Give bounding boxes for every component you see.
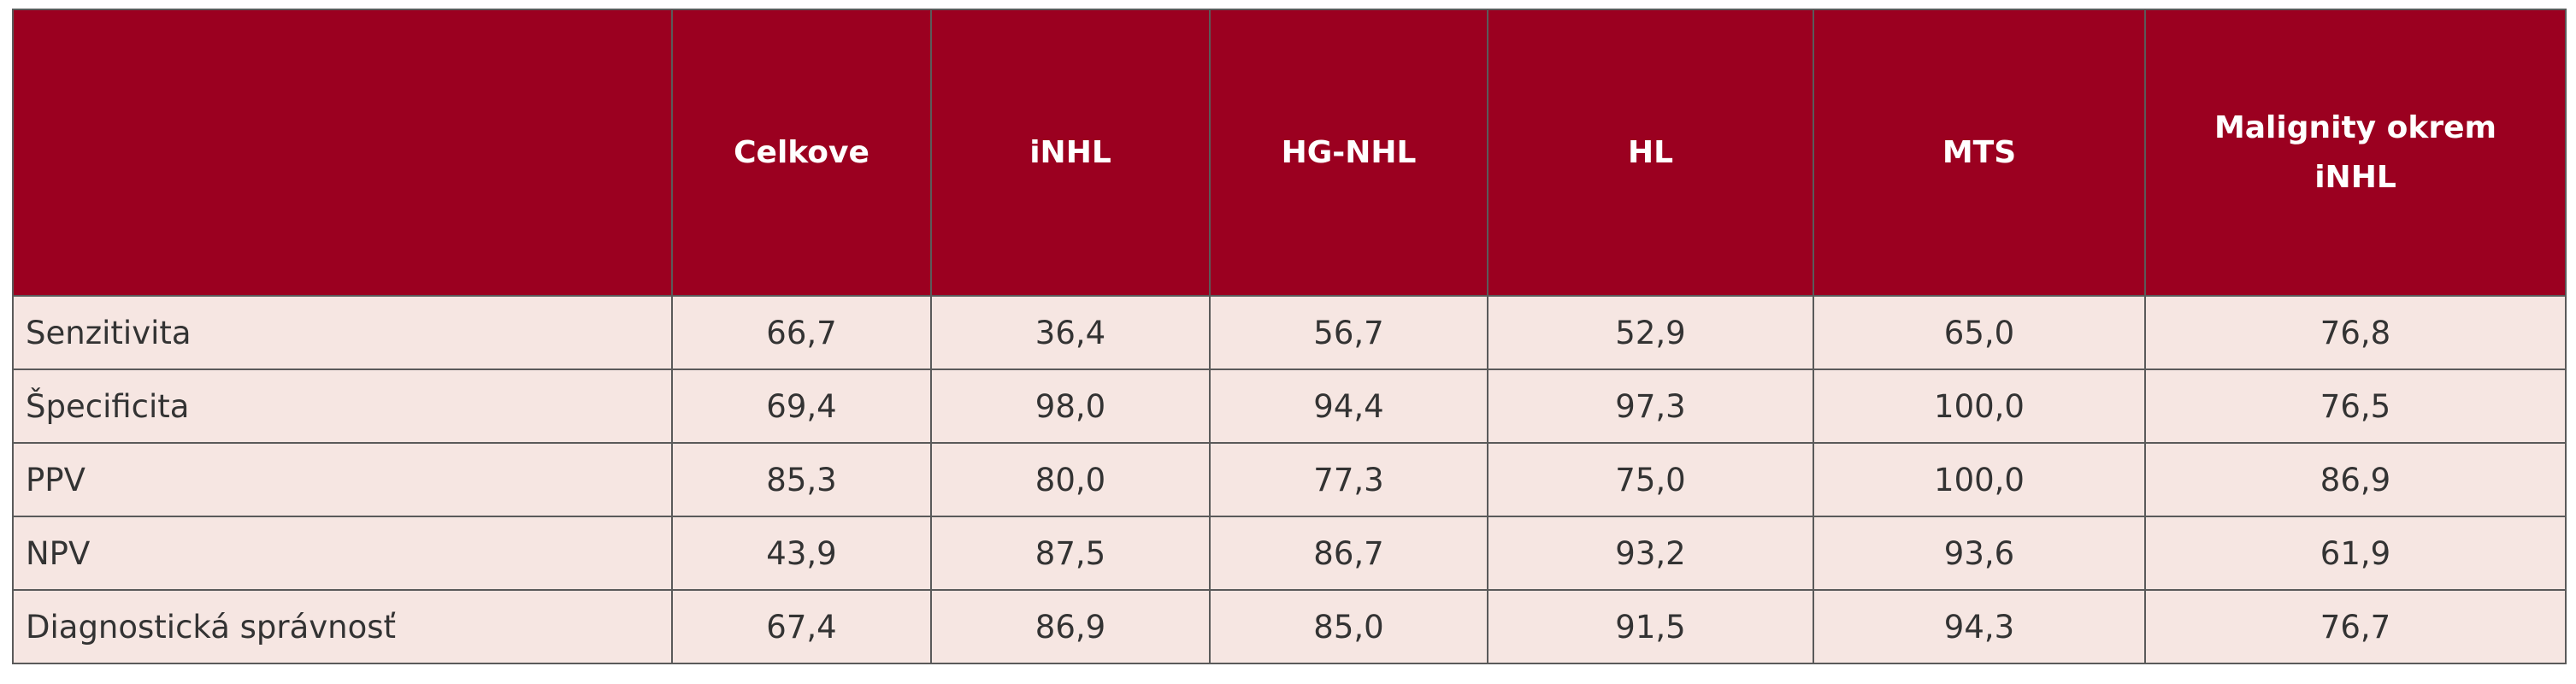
cell-value: 91,5 bbox=[1487, 589, 1814, 664]
results-table: Celkove iNHL HG-NHL HL MTS Malignity okrem iN… bbox=[12, 9, 2567, 664]
cell-value: 67,4 bbox=[671, 589, 932, 664]
cell-value: 94,3 bbox=[1813, 589, 2146, 664]
cell-value: 86,9 bbox=[2144, 442, 2567, 517]
row-label: PPV bbox=[12, 442, 673, 517]
cell-value: 97,3 bbox=[1487, 369, 1814, 444]
table-row: Senzitivita 66,7 36,4 56,7 52,9 65,0 76,8 bbox=[12, 295, 2567, 370]
table-row: Špecificita 69,4 98,0 94,4 97,3 100,0 76,5 bbox=[12, 369, 2567, 444]
column-header: iNHL bbox=[930, 9, 1211, 297]
header-row: Celkove iNHL HG-NHL HL MTS Malignity okrem iN… bbox=[12, 9, 2567, 297]
cell-value: 80,0 bbox=[930, 442, 1211, 517]
column-header: HG-NHL bbox=[1209, 9, 1488, 297]
column-header: HL bbox=[1487, 9, 1814, 297]
row-label: NPV bbox=[12, 516, 673, 591]
cell-value: 52,9 bbox=[1487, 295, 1814, 370]
cell-value: 76,7 bbox=[2144, 589, 2567, 664]
cell-value: 93,6 bbox=[1813, 516, 2146, 591]
column-header: MTS bbox=[1813, 9, 2146, 297]
cell-value: 76,5 bbox=[2144, 369, 2567, 444]
column-header: Celkove bbox=[671, 9, 932, 297]
cell-value: 61,9 bbox=[2144, 516, 2567, 591]
cell-value: 36,4 bbox=[930, 295, 1211, 370]
cell-value: 94,4 bbox=[1209, 369, 1488, 444]
cell-value: 75,0 bbox=[1487, 442, 1814, 517]
table-row: Diagnostická správnosť 67,4 86,9 85,0 91,5 94… bbox=[12, 589, 2567, 664]
cell-value: 100,0 bbox=[1813, 369, 2146, 444]
cell-value: 86,9 bbox=[930, 589, 1211, 664]
table-row: NPV 43,9 87,5 86,7 93,2 93,6 61,9 bbox=[12, 516, 2567, 591]
corner-cell bbox=[12, 9, 673, 297]
cell-value: 56,7 bbox=[1209, 295, 1488, 370]
cell-value: 86,7 bbox=[1209, 516, 1488, 591]
row-label: Senzitivita bbox=[12, 295, 673, 370]
cell-value: 85,0 bbox=[1209, 589, 1488, 664]
table-row: PPV 85,3 80,0 77,3 75,0 100,0 86,9 bbox=[12, 442, 2567, 517]
cell-value: 93,2 bbox=[1487, 516, 1814, 591]
table-body: Senzitivita 66,7 36,4 56,7 52,9 65,0 76,8 Špeci… bbox=[12, 295, 2567, 664]
cell-value: 77,3 bbox=[1209, 442, 1488, 517]
cell-value: 87,5 bbox=[930, 516, 1211, 591]
cell-value: 43,9 bbox=[671, 516, 932, 591]
cell-value: 85,3 bbox=[671, 442, 932, 517]
row-label: Špecificita bbox=[12, 369, 673, 444]
cell-value: 100,0 bbox=[1813, 442, 2146, 517]
cell-value: 98,0 bbox=[930, 369, 1211, 444]
column-header: Malignity okrem iNHL bbox=[2144, 9, 2567, 297]
cell-value: 65,0 bbox=[1813, 295, 2146, 370]
row-label: Diagnostická správnosť bbox=[12, 589, 673, 664]
cell-value: 66,7 bbox=[671, 295, 932, 370]
cell-value: 76,8 bbox=[2144, 295, 2567, 370]
cell-value: 69,4 bbox=[671, 369, 932, 444]
